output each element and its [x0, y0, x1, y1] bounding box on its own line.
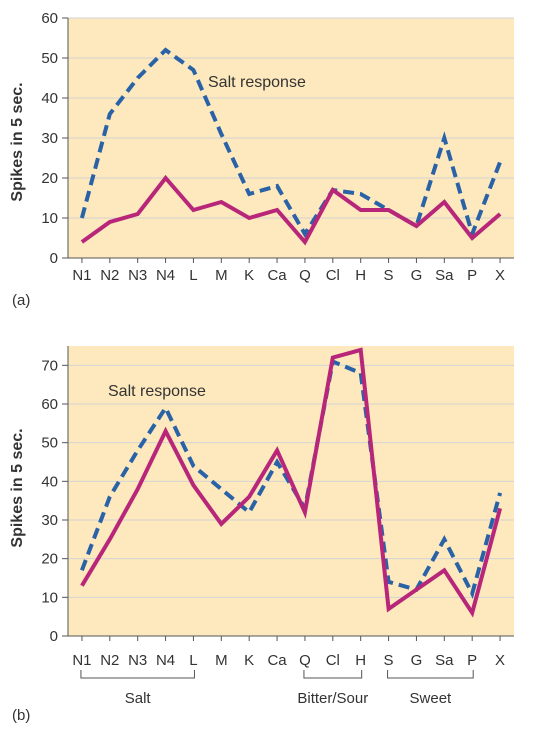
group-bracket: [80, 670, 195, 679]
x-tick-label: M: [215, 652, 228, 669]
x-tick-label: K: [244, 267, 254, 284]
y-tick-label: 30: [41, 130, 58, 147]
y-axis: 0 10 20 30 40 50 60 70: [41, 346, 69, 645]
y-tick-label: 20: [41, 170, 58, 187]
y-tick-label: 60: [41, 10, 58, 27]
y-axis-label: Spikes in 5 sec.: [9, 428, 26, 547]
x-tick-label: L: [189, 267, 197, 284]
x-tick-label: Sa: [435, 652, 454, 669]
x-tick-label: S: [384, 652, 394, 669]
x-tick-label: M: [215, 267, 228, 284]
y-tick-label: 0: [50, 250, 58, 267]
x-tick-label: P: [467, 652, 477, 669]
x-tick-label: N1: [72, 652, 91, 669]
y-tick-label: 60: [41, 396, 58, 413]
y-tick-label: 40: [41, 90, 58, 107]
x-axis: N1 N2 N3 N4 L M K Ca Q Cl H S G Sa P X: [68, 257, 514, 284]
x-tick-label: Cl: [326, 267, 340, 284]
gridlines: [68, 17, 514, 219]
x-tick-label: H: [355, 652, 366, 669]
y-axis-label: Spikes in 5 sec.: [9, 82, 26, 201]
x-tick-label: Sa: [435, 267, 454, 284]
y-tick-label: 50: [41, 435, 58, 452]
y-tick-label: 10: [41, 589, 58, 606]
x-tick-label: N4: [156, 267, 175, 284]
group-label: Bitter/Sour: [297, 690, 368, 707]
x-tick-label: Ca: [267, 267, 287, 284]
x-tick-label: L: [189, 652, 197, 669]
y-tick-label: 40: [41, 473, 58, 490]
group-bracket: [387, 670, 474, 679]
x-tick-label: X: [495, 652, 505, 669]
solid-series-line: [80, 174, 502, 246]
taste-groups: Salt Bitter/Sour Sweet: [80, 670, 474, 707]
x-tick-label: X: [495, 267, 505, 284]
salt-response-annotation: Salt response: [108, 383, 206, 400]
x-tick-label: S: [384, 267, 394, 284]
plot-area: [68, 346, 514, 636]
group-bracket: [303, 670, 363, 679]
y-tick-label: 50: [41, 50, 58, 67]
x-tick-label: N3: [128, 652, 147, 669]
x-tick-label: G: [411, 267, 423, 284]
y-tick-label: 10: [41, 210, 58, 227]
group-label: Sweet: [410, 690, 453, 707]
group-label: Salt: [125, 690, 152, 707]
y-tick-label: 20: [41, 551, 58, 568]
x-axis: N1 N2 N3 N4 L M K Ca Q Cl H S G Sa P X: [68, 635, 514, 669]
x-tick-label: Q: [299, 652, 311, 669]
x-tick-label: K: [244, 652, 254, 669]
y-axis: 0 10 20 30 40 50 60: [41, 10, 69, 267]
series-group: [79, 47, 502, 246]
x-tick-label: N2: [100, 652, 119, 669]
x-tick-label: N4: [156, 652, 175, 669]
panel-a: 0 10 20 30 40 50 60 N1 N2 N3 N4 L M K Ca Q Cl H S G Sa P X Sp…: [9, 10, 514, 309]
solid-series-line: [80, 347, 503, 618]
x-tick-label: P: [467, 267, 477, 284]
x-tick-label: Cl: [326, 652, 340, 669]
x-tick-label: H: [355, 267, 366, 284]
x-tick-label: Ca: [267, 652, 287, 669]
x-tick-label: N1: [72, 267, 91, 284]
x-tick-label: N2: [100, 267, 119, 284]
y-tick-label: 0: [50, 628, 58, 645]
dashed-series-line: [80, 358, 503, 599]
panel-label: (b): [12, 707, 30, 724]
panel-label: (a): [12, 292, 30, 309]
x-tick-label: G: [411, 652, 423, 669]
series-group: [80, 347, 503, 618]
x-tick-label: Q: [299, 267, 311, 284]
y-tick-label: 30: [41, 512, 58, 529]
dashed-series-line: [79, 47, 502, 241]
salt-response-annotation: Salt response: [208, 74, 306, 91]
x-tick-label: N3: [128, 267, 147, 284]
y-tick-label: 70: [41, 357, 58, 374]
